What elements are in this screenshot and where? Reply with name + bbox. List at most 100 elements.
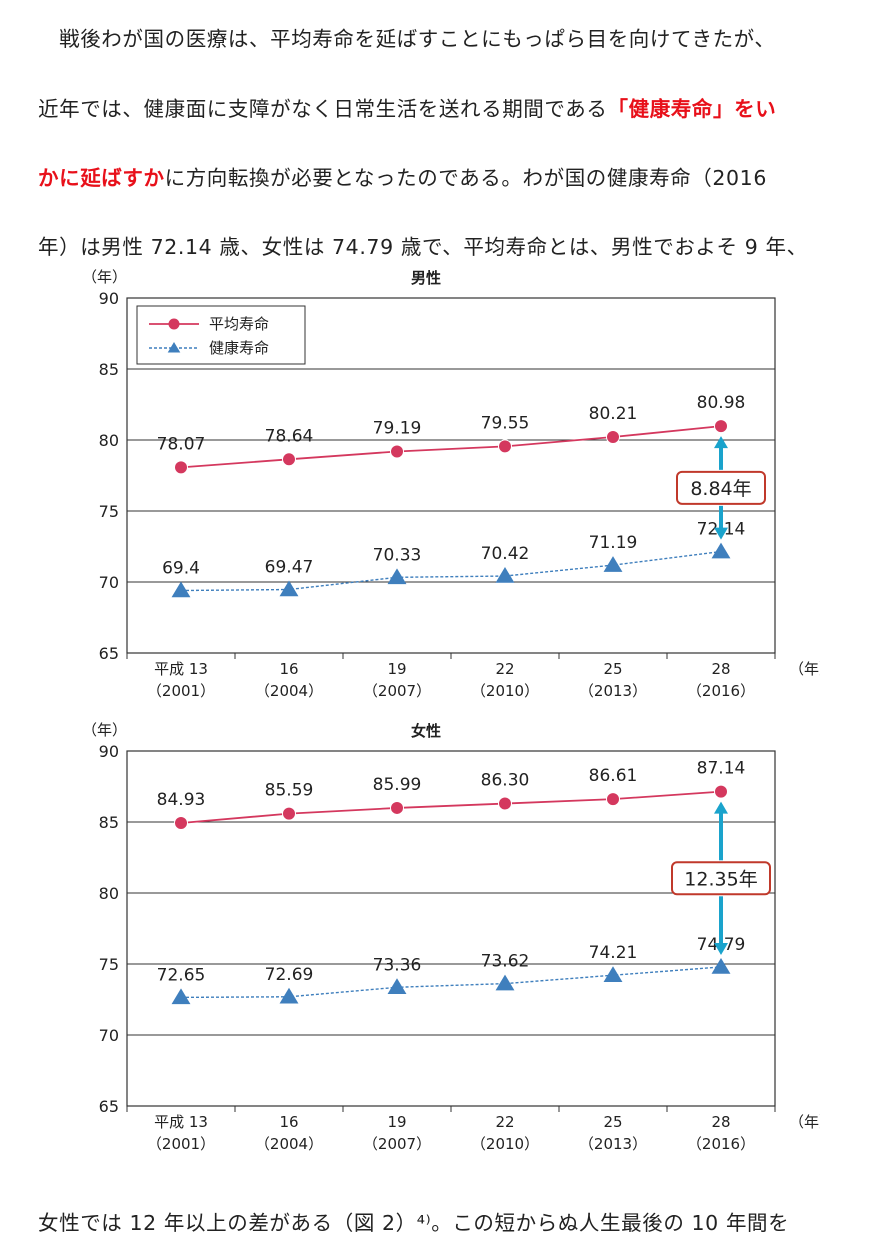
legend-box: [136, 305, 306, 365]
chart-female: 65 70 75 80 85 90 平成 13 （2001） 16 （2004） 19 （2007） 2…: [82, 721, 820, 1153]
paragraph-line-2: 近年では、健康面に支障がなく日常生活を送れる期間である「健康寿命」をい: [38, 92, 776, 122]
data-label-health: 71.19: [589, 533, 638, 553]
data-point-health: [387, 978, 407, 995]
legend-label-life: 平均寿命: [209, 315, 269, 333]
y-tick-label: 65: [99, 644, 119, 663]
y-tick-label: 85: [99, 360, 119, 379]
data-point-health: [495, 567, 515, 583]
data-label-health: 69.47: [265, 558, 314, 578]
x-axis-unit: （年）: [789, 1113, 820, 1131]
gap-label: 8.84年: [690, 478, 751, 500]
data-point-health: [279, 987, 299, 1004]
x-tick-label: 平成 13: [154, 660, 208, 678]
chart-title: 男性: [411, 269, 441, 287]
data-label-health: 74.21: [589, 943, 638, 963]
data-point-health: [603, 556, 623, 572]
data-label-life: 79.55: [481, 413, 530, 433]
data-label-life: 85.99: [373, 775, 422, 795]
x-tick-sublabel: （2007）: [363, 1135, 431, 1153]
gap-badge: [676, 470, 766, 505]
data-point-life: [606, 792, 620, 807]
plot-area: [126, 750, 776, 1107]
data-label-health: 70.42: [481, 544, 530, 564]
series-line-healthy-life: [180, 550, 722, 592]
data-label-life: 87.14: [697, 759, 746, 779]
data-label-life: 78.64: [265, 426, 314, 446]
y-axis-label: （年）: [82, 268, 127, 286]
gap-arrow-down-head: [714, 527, 728, 540]
x-tick-label: 16: [279, 1113, 298, 1131]
emphasis-text: 「健康寿命」をい: [607, 97, 777, 121]
paragraph-line-4: 年）は男性 72.14 歳、女性は 74.79 歳で、平均寿命とは、男性でおよそ…: [38, 235, 808, 259]
data-point-life: [498, 796, 512, 811]
x-tick-label: 平成 13: [154, 1113, 208, 1131]
y-tick-label: 75: [99, 955, 119, 974]
emphasis-text: かに延ばすか: [38, 166, 165, 190]
data-point-life: [714, 419, 728, 434]
gap-arrow-up-head: [714, 436, 728, 449]
paragraph-line-3: かに延ばすかに方向転換が必要となったのである。わが国の健康寿命（2016: [38, 161, 767, 191]
y-tick-label: 75: [99, 502, 119, 521]
x-tick-sublabel: （2007）: [363, 682, 431, 700]
x-tick-sublabel: （2013）: [579, 1135, 647, 1153]
data-label-life: 84.93: [157, 790, 206, 810]
data-point-life: [390, 800, 404, 815]
data-point-health: [279, 580, 299, 597]
data-point-life: [174, 815, 188, 830]
data-point-life: [174, 460, 188, 475]
y-tick-label: 70: [99, 573, 119, 592]
x-tick-sublabel: （2004）: [255, 1135, 323, 1153]
chart-male: 65 70 75 80 85 90 平成 13 （2001） 16 （2004） 19 （2007） 2…: [82, 268, 820, 700]
data-point-health: [387, 568, 407, 585]
data-point-life: [282, 806, 296, 821]
data-point-health: [711, 957, 731, 974]
series-line-life-expectancy: [180, 425, 722, 469]
data-point-health: [495, 974, 515, 991]
series-line-life-expectancy: [180, 790, 722, 824]
data-label-health: 73.36: [373, 955, 422, 975]
paragraph-text: に方向転換が必要となったのである。わが国の健康寿命（2016: [164, 166, 767, 190]
gap-badge: [671, 861, 771, 896]
gap-arrow-up-head: [714, 801, 728, 814]
data-label-life: 86.61: [589, 766, 638, 786]
data-point-health: [171, 581, 191, 598]
data-point-life: [606, 430, 620, 445]
x-tick-sublabel: （2010）: [471, 682, 539, 700]
gap-arrow-down-head: [714, 942, 728, 955]
x-tick-label: 19: [387, 1113, 406, 1131]
x-tick-sublabel: （2001）: [147, 1135, 215, 1153]
data-point-life: [390, 444, 404, 459]
gap-label: 12.35年: [684, 868, 757, 890]
paragraph-text: 近年では、健康面に支障がなく日常生活を送れる期間である: [38, 97, 608, 121]
data-label-health: 72.69: [265, 965, 314, 985]
x-tick-label: 25: [603, 1113, 622, 1131]
data-point-health: [171, 988, 191, 1005]
data-point-life: [282, 452, 296, 467]
x-tick-sublabel: （2001）: [147, 682, 215, 700]
paragraph-line-5: 女性では 12 年以上の差がある（図 2）⁴⁾。この短からぬ人生最後の 10 年…: [38, 1211, 790, 1235]
series-line-healthy-life: [180, 966, 722, 999]
x-tick-label: 28: [711, 1113, 730, 1131]
x-tick-sublabel: （2016）: [687, 1135, 755, 1153]
y-axis-label: （年）: [82, 721, 127, 739]
y-tick-label: 70: [99, 1026, 119, 1045]
data-label-health: 70.33: [373, 545, 422, 565]
data-point-life: [498, 439, 512, 454]
paragraph-line-1: 戦後わが国の医療は、平均寿命を延ばすことにもっぱら目を向けてきたが、: [38, 27, 776, 51]
data-label-life: 79.19: [373, 419, 422, 439]
y-tick-label: 65: [99, 1097, 119, 1116]
x-tick-label: 19: [387, 660, 406, 678]
data-label-life: 86.30: [481, 771, 530, 791]
data-label-health: 69.4: [162, 559, 200, 579]
data-label-life: 78.07: [157, 434, 206, 454]
data-label-life: 80.98: [697, 393, 746, 413]
legend-swatch-marker-health: [167, 342, 181, 353]
x-tick-sublabel: （2010）: [471, 1135, 539, 1153]
data-point-health: [603, 966, 623, 982]
data-label-life: 85.59: [265, 781, 314, 801]
data-label-health: 72.65: [157, 965, 206, 985]
data-point-health: [711, 542, 731, 559]
x-tick-sublabel: （2004）: [255, 682, 323, 700]
x-tick-label: 22: [495, 660, 514, 678]
x-tick-label: 28: [711, 660, 730, 678]
